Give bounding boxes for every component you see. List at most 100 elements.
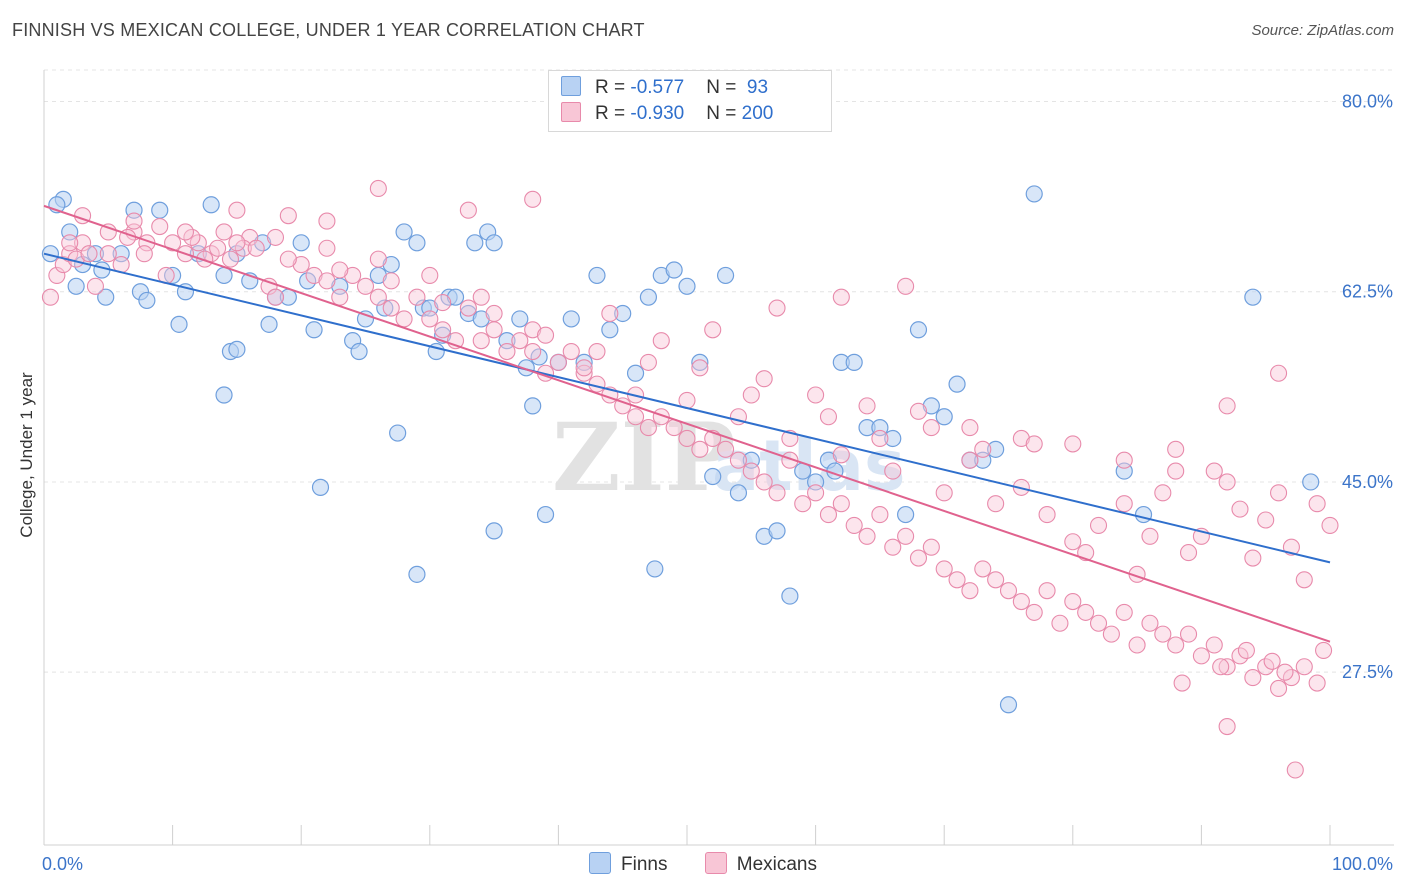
mexicans-point <box>1115 451 1133 469</box>
mexicans-point <box>305 266 323 284</box>
mexicans-point <box>742 386 760 404</box>
finns-point <box>151 201 169 219</box>
mexicans-point <box>241 228 259 246</box>
mexicans-points <box>41 179 1339 779</box>
watermark: ZIP atlas <box>552 403 906 513</box>
mexicans-point <box>974 440 992 458</box>
mexicans-point <box>678 429 696 448</box>
y-tick-label: 27.5% <box>1342 662 1393 682</box>
finns-point <box>999 696 1018 714</box>
mexicans-point <box>909 549 928 567</box>
x-tick-label-min: 0.0% <box>42 854 83 874</box>
finns-point <box>768 522 786 540</box>
finns-point <box>588 266 606 285</box>
legend-item-finns: Finns <box>589 852 667 876</box>
finns-point <box>485 234 503 252</box>
source-label: Source: ZipAtlas.com <box>1251 22 1394 39</box>
mexicans-point <box>279 250 297 268</box>
mexicans-point <box>1141 527 1159 545</box>
mexicans-point <box>228 201 246 219</box>
mexicans-point <box>562 342 580 361</box>
mexicans-swatch <box>561 102 581 122</box>
mexicans-point <box>1154 625 1172 643</box>
mexicans-point <box>176 223 195 241</box>
mexicans-point <box>871 429 889 448</box>
mexicans-trend-line <box>43 204 1331 643</box>
mexicans-point <box>1205 462 1223 480</box>
mexicans-point <box>549 353 567 371</box>
finns-point <box>485 522 503 540</box>
series-legend: Finns Mexicans <box>0 852 1406 876</box>
finns-point <box>67 277 85 295</box>
finns-point <box>202 196 220 214</box>
mexicans-point <box>1205 636 1223 654</box>
finns-point <box>86 245 105 263</box>
mexicans-point <box>1218 397 1236 415</box>
mexicans-point <box>80 245 98 263</box>
grid-lines <box>44 69 1394 673</box>
y-axis-label: College, Under 1 year <box>17 372 36 538</box>
mexicans-point <box>408 288 426 306</box>
mexicans-point <box>99 223 117 241</box>
mexicans-point <box>318 212 336 230</box>
mexicans-point <box>1089 516 1108 534</box>
mexicans-point <box>858 527 876 545</box>
legend-row-finns: R = -0.577 N = 93 <box>561 76 768 100</box>
mexicans-point <box>1064 533 1082 551</box>
mexicans-point <box>485 304 503 323</box>
mexicans-point <box>86 277 104 295</box>
mexicans-point <box>717 440 735 458</box>
mexicans-point <box>395 310 413 328</box>
mexicans-point <box>1025 435 1043 453</box>
finns-point <box>922 397 940 415</box>
finns-n-label: N = <box>706 77 742 98</box>
legend-mexicans-label: Mexicans <box>736 854 817 875</box>
finns-point <box>678 277 696 295</box>
trend-lines <box>43 204 1331 643</box>
mexicans-point <box>1218 717 1236 736</box>
finns-point <box>845 353 863 371</box>
mexicans-point <box>1231 500 1249 518</box>
mexicans-point <box>1244 549 1262 567</box>
finns-trend-line <box>43 252 1331 564</box>
mexicans-point <box>1038 582 1056 600</box>
mexicans-point <box>318 239 336 257</box>
mexicans-point <box>1102 625 1120 643</box>
mexicans-point <box>807 386 825 404</box>
finns-point <box>601 321 619 339</box>
mexicans-point <box>1115 495 1133 513</box>
mexicans-point <box>575 364 593 382</box>
mexicans-point <box>1141 614 1159 632</box>
mexicans-point <box>987 495 1005 513</box>
mexicans-point <box>639 353 657 371</box>
mexicans-point <box>54 256 72 274</box>
mexicans-point <box>755 473 773 491</box>
finns-point <box>311 478 330 496</box>
mexicans-point <box>279 207 297 225</box>
mexicans-point <box>807 484 825 502</box>
mexicans-point <box>819 408 838 426</box>
mexicans-point <box>369 250 387 268</box>
finns-n-value: 93 <box>741 77 769 98</box>
mexicans-point <box>228 234 246 252</box>
mexicans-point <box>742 462 760 480</box>
mexicans-point <box>498 342 516 361</box>
mexicans-point <box>472 332 490 350</box>
mexicans-point <box>768 484 786 502</box>
finns-point <box>716 266 735 285</box>
finns-point <box>704 467 722 486</box>
mexicans-point <box>356 277 375 295</box>
mexicans-point <box>1237 641 1255 659</box>
mexicans-point <box>369 288 387 306</box>
mexicans-point <box>1077 603 1095 621</box>
mexicans-point <box>61 234 79 252</box>
finns-point <box>408 565 426 583</box>
finns-point <box>93 261 111 279</box>
mexicans-point <box>627 408 645 426</box>
finns-point <box>935 408 953 426</box>
finns-point <box>646 560 664 578</box>
mexicans-point <box>1012 429 1030 448</box>
mexicans-point <box>961 419 979 437</box>
mexicans-point <box>99 245 117 263</box>
finns-point <box>729 484 748 502</box>
